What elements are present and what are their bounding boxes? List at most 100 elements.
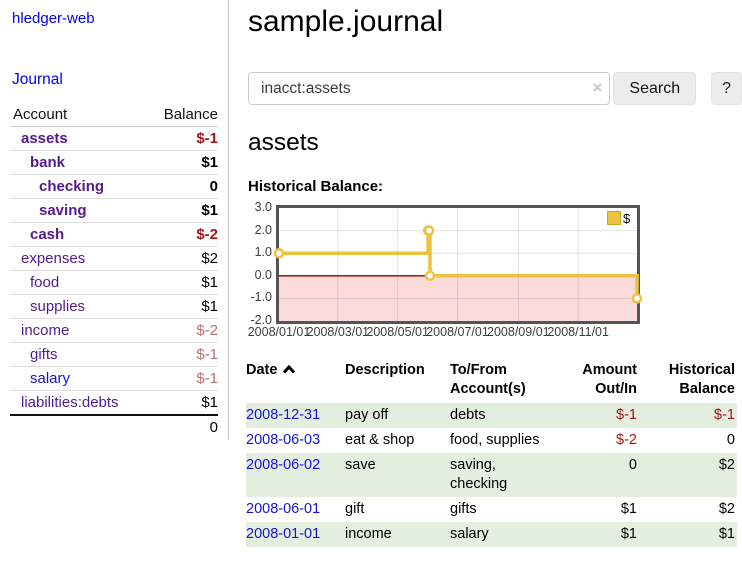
- accounts-total-value: 0: [148, 414, 218, 439]
- search-form: × Search ?: [248, 72, 742, 105]
- account-balance: $1: [148, 390, 218, 416]
- data-point-marker: [423, 225, 435, 236]
- account-link[interactable]: supplies: [30, 298, 86, 315]
- legend-swatch-icon: [607, 211, 621, 225]
- sidebar-divider: [228, 0, 229, 440]
- transaction-accounts: salary: [450, 526, 489, 542]
- clear-search-icon[interactable]: ×: [592, 78, 603, 97]
- account-link[interactable]: gifts: [30, 346, 58, 363]
- register-header-accounts: To/From Account(s): [450, 362, 526, 397]
- page-title: sample.journal: [248, 5, 444, 38]
- account-row: income $-2: [10, 318, 218, 343]
- main-content: sample.journal × Search ? assets Histori…: [246, 0, 742, 547]
- transaction-description: eat & shop: [345, 432, 415, 448]
- transaction-row: 2008-01-01 income salary $1 $1: [246, 522, 737, 547]
- transaction-amount: 0: [628, 457, 637, 473]
- account-balance: $-2: [148, 222, 218, 247]
- sidebar-item-journal[interactable]: Journal: [12, 71, 63, 88]
- transaction-accounts: gifts: [450, 501, 477, 517]
- y-axis-tick-label: 2.0: [254, 222, 272, 237]
- brand-link[interactable]: hledger-web: [12, 10, 95, 27]
- transaction-date-link[interactable]: 2008-06-03: [246, 432, 321, 448]
- search-input-wrap: ×: [248, 72, 611, 105]
- register-header-description: Description: [345, 362, 425, 378]
- account-balance: $-1: [148, 342, 218, 367]
- account-link[interactable]: assets: [21, 130, 68, 147]
- transaction-balance: $2: [718, 457, 735, 473]
- chart-canvas: [273, 208, 643, 321]
- x-axis-tick-label: 2008/01/01: [247, 325, 311, 339]
- account-link[interactable]: checking: [39, 178, 105, 195]
- register-header-row: Date Description To/From Account(s) Amou…: [246, 361, 737, 403]
- transaction-accounts: saving, checking: [450, 457, 508, 492]
- account-balance: 0: [148, 174, 218, 199]
- transaction-description: gift: [345, 501, 365, 517]
- transaction-accounts: debts: [450, 407, 486, 423]
- account-link[interactable]: income: [21, 322, 70, 339]
- register-header-balance: Historical Balance: [668, 362, 735, 397]
- accounts-header-account: Account: [10, 106, 149, 127]
- transaction-date-link[interactable]: 2008-01-01: [246, 526, 321, 542]
- y-axis-tick-label: -1.0: [250, 290, 272, 305]
- account-link[interactable]: saving: [39, 202, 87, 219]
- accounts-total-row: 0: [10, 414, 218, 439]
- y-axis-tick-label: 0.0: [254, 267, 272, 282]
- account-link[interactable]: food: [30, 274, 60, 291]
- account-link[interactable]: cash: [30, 226, 65, 243]
- account-row: liabilities:debts $1: [10, 390, 218, 416]
- transaction-amount: $1: [620, 501, 637, 517]
- x-axis-tick-label: 2008/09/01: [487, 325, 550, 339]
- transaction-row: 2008-12-31 pay off debts $-1 $-1: [246, 403, 737, 428]
- account-row: gifts $-1: [10, 342, 218, 367]
- account-balance: $-1: [148, 126, 218, 151]
- register-header-date[interactable]: Date: [246, 361, 345, 403]
- chart-plot-area: [273, 205, 643, 324]
- account-row: assets $-1: [10, 126, 218, 151]
- transaction-balance: 0: [726, 432, 735, 448]
- account-row: supplies $1: [10, 294, 218, 319]
- account-balance: $1: [148, 198, 218, 223]
- chart-legend: $: [607, 211, 631, 225]
- help-button[interactable]: ?: [711, 72, 742, 105]
- data-point-marker: [424, 270, 436, 282]
- transaction-row: 2008-06-03 eat & shop food, supplies $-2 0: [246, 428, 737, 453]
- account-balance: $-1: [148, 366, 218, 391]
- account-link[interactable]: salary: [30, 370, 71, 387]
- data-point-marker: [273, 247, 285, 259]
- historical-balance-chart: $ 3.0 2.0 1.0 0.0 -1.0 -2.0 2008/01/01 2008/03/…: [240, 200, 740, 343]
- account-link[interactable]: liabilities:debts: [21, 394, 119, 411]
- transaction-date-link[interactable]: 2008-06-02: [246, 457, 321, 473]
- account-link[interactable]: expenses: [21, 250, 86, 267]
- account-row: food $1: [10, 270, 218, 295]
- transaction-balance: $1: [718, 526, 735, 542]
- register-table: Date Description To/From Account(s) Amou…: [246, 361, 737, 547]
- account-heading: assets: [248, 129, 319, 156]
- account-link[interactable]: bank: [30, 154, 66, 171]
- chart-title: Historical Balance:: [248, 178, 384, 195]
- account-balance: $1: [148, 150, 218, 175]
- account-row: cash $-2: [10, 222, 218, 247]
- y-axis-tick-label: 3.0: [254, 200, 272, 214]
- account-row: checking 0: [10, 174, 218, 199]
- account-row: saving $1: [10, 198, 218, 223]
- data-point-marker: [631, 293, 643, 304]
- account-row: expenses $2: [10, 246, 218, 271]
- y-axis-tick-label: 1.0: [254, 245, 272, 260]
- account-balance: $-2: [148, 318, 218, 343]
- accounts-header-balance: Balance: [148, 106, 218, 127]
- transaction-date-link[interactable]: 2008-12-31: [246, 407, 321, 423]
- account-balance: $2: [148, 246, 218, 271]
- transaction-date-link[interactable]: 2008-06-01: [246, 501, 321, 517]
- transaction-description: save: [345, 457, 376, 473]
- sort-ascending-icon: [282, 361, 296, 380]
- x-axis-tick-label: 2008/11/01: [547, 325, 609, 339]
- search-button[interactable]: Search: [613, 72, 697, 105]
- account-balance: $1: [148, 270, 218, 295]
- search-input[interactable]: [248, 72, 611, 105]
- transaction-balance: $2: [718, 501, 735, 517]
- transaction-balance: $-1: [714, 407, 735, 423]
- x-axis-tick-label: 2008/07/01: [426, 325, 489, 339]
- transaction-amount: $-2: [616, 432, 637, 448]
- account-row: salary $-1: [10, 366, 218, 391]
